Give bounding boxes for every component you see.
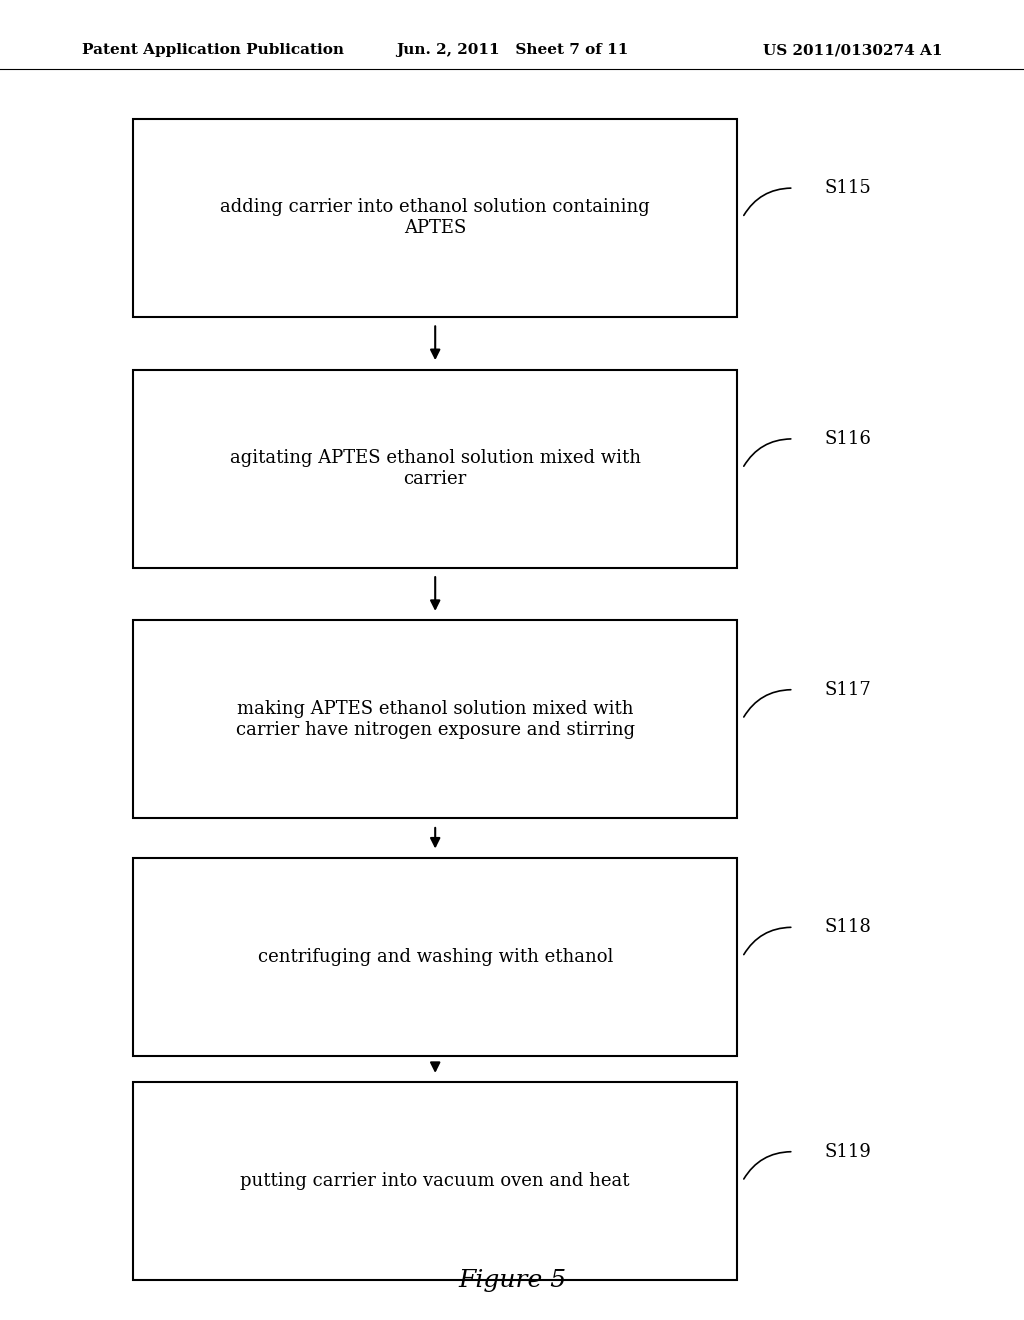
Text: S119: S119 — [824, 1143, 871, 1160]
Text: centrifuging and washing with ethanol: centrifuging and washing with ethanol — [257, 948, 613, 966]
Text: S117: S117 — [824, 681, 871, 698]
Text: Patent Application Publication: Patent Application Publication — [82, 44, 344, 57]
Text: S115: S115 — [824, 180, 871, 197]
FancyBboxPatch shape — [133, 620, 737, 818]
Text: adding carrier into ethanol solution containing
APTES: adding carrier into ethanol solution con… — [220, 198, 650, 238]
Text: S116: S116 — [824, 430, 871, 447]
FancyBboxPatch shape — [133, 370, 737, 568]
FancyBboxPatch shape — [133, 1082, 737, 1280]
Text: putting carrier into vacuum oven and heat: putting carrier into vacuum oven and hea… — [241, 1172, 630, 1191]
Text: Jun. 2, 2011   Sheet 7 of 11: Jun. 2, 2011 Sheet 7 of 11 — [396, 44, 628, 57]
FancyBboxPatch shape — [133, 858, 737, 1056]
Text: US 2011/0130274 A1: US 2011/0130274 A1 — [763, 44, 942, 57]
Text: making APTES ethanol solution mixed with
carrier have nitrogen exposure and stir: making APTES ethanol solution mixed with… — [236, 700, 635, 739]
Text: Figure 5: Figure 5 — [458, 1269, 566, 1292]
Text: agitating APTES ethanol solution mixed with
carrier: agitating APTES ethanol solution mixed w… — [229, 449, 641, 488]
FancyBboxPatch shape — [133, 119, 737, 317]
Text: S118: S118 — [824, 919, 871, 936]
